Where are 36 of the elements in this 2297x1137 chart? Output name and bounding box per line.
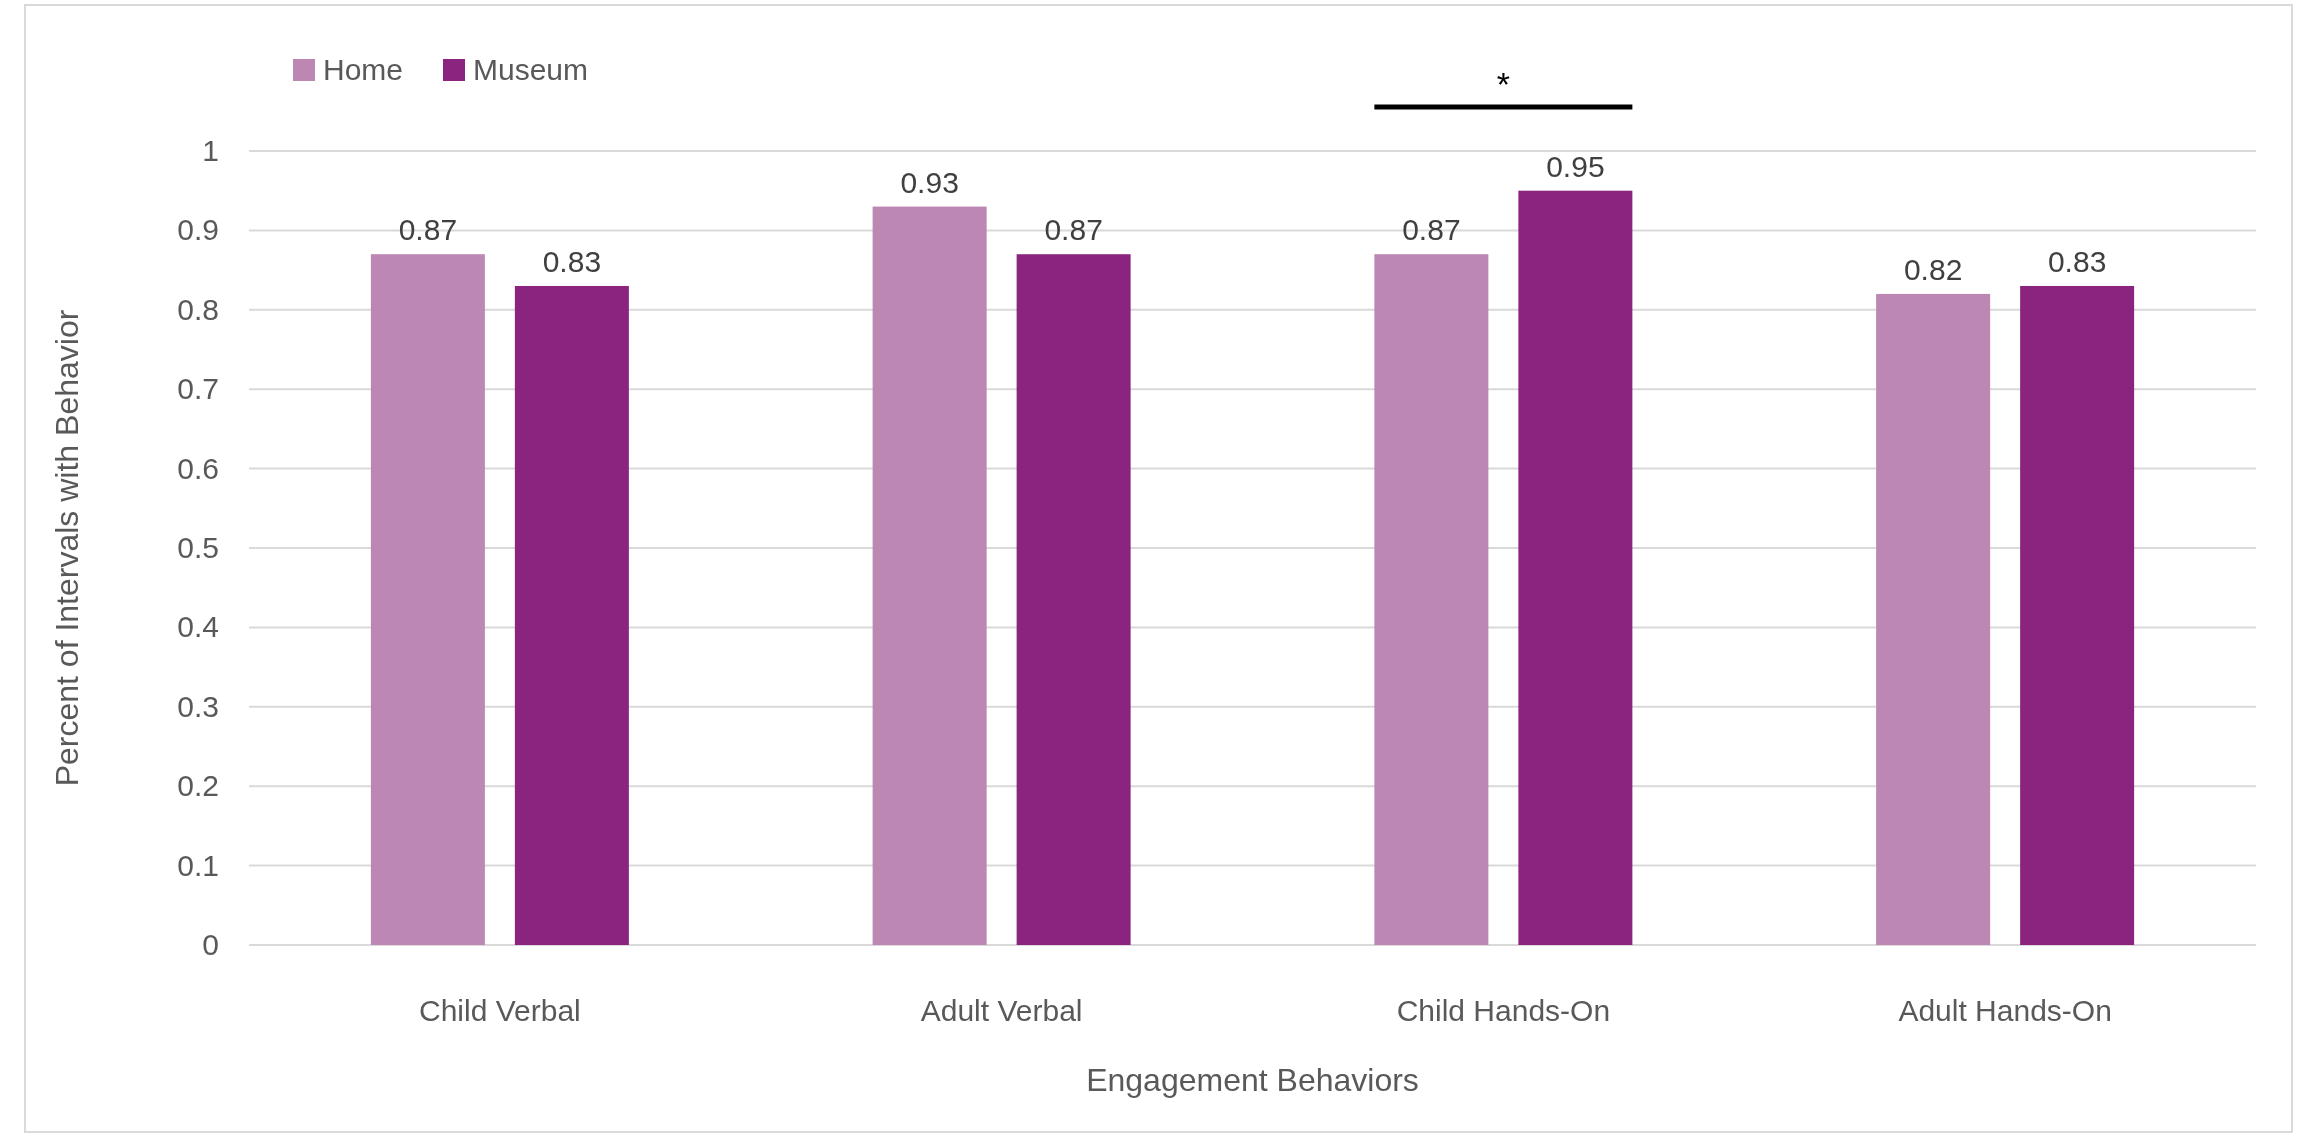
y-tick-label: 0	[202, 928, 219, 961]
x-tick-label: Adult Verbal	[920, 994, 1083, 1027]
bar	[2020, 285, 2135, 945]
x-axis-title: Engagement Behaviors	[1086, 1062, 1419, 1098]
y-tick-label: 0.3	[177, 689, 219, 723]
legend-label: Home	[323, 53, 404, 86]
y-tick-label: 0.7	[177, 372, 219, 406]
x-tick-label: Child Hands-On	[1396, 994, 1611, 1027]
x-tick-label: Child Verbal	[418, 994, 581, 1027]
y-tick-label: 0.9	[177, 213, 219, 247]
data-label: 0.87	[1402, 213, 1461, 247]
y-tick-label: 0.2	[177, 769, 219, 803]
data-label: 0.82	[1903, 252, 1963, 286]
bar	[1518, 190, 1633, 945]
y-tick-label: 0.8	[177, 292, 219, 326]
data-label: 0.83	[2047, 244, 2107, 278]
y-axis-title: Percent of Intervals with Behavior	[49, 309, 85, 787]
bar	[1016, 254, 1131, 945]
y-tick-label: 0.4	[177, 610, 219, 644]
legend-label: Museum	[473, 53, 589, 86]
y-tick-label: 0.6	[177, 451, 219, 485]
bar	[370, 254, 485, 945]
bar	[872, 206, 987, 945]
bar	[1374, 254, 1489, 945]
x-tick-label: Adult Hands-On	[1898, 994, 2112, 1027]
y-tick-label: 0.1	[177, 848, 219, 882]
data-label: 0.87	[398, 213, 458, 247]
y-tick-label: 1	[202, 134, 219, 167]
bar	[514, 285, 629, 945]
bar	[1876, 293, 1991, 945]
data-label: 0.83	[542, 244, 602, 278]
y-tick-label: 0.5	[177, 531, 219, 564]
data-label: 0.93	[900, 165, 959, 199]
data-label: 0.87	[1044, 213, 1103, 247]
data-label: 0.95	[1546, 149, 1605, 183]
text: *	[1496, 65, 1510, 103]
